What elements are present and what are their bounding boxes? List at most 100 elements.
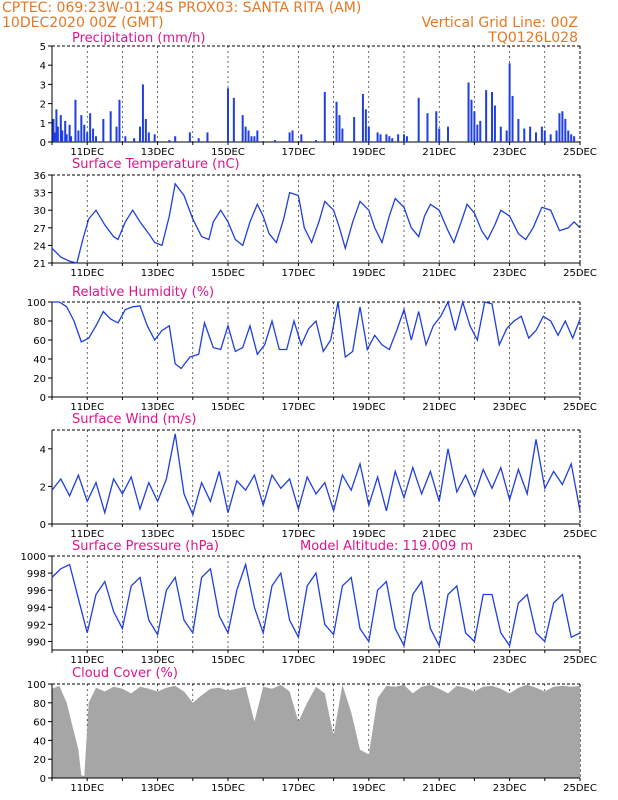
precipitation-bar xyxy=(479,120,482,142)
humidity-x-tick-label: 11DEC xyxy=(70,402,104,413)
pressure-y-tick-label: 994 xyxy=(27,603,46,614)
humidity-x-tick-label: 25DEC xyxy=(563,402,597,413)
precipitation-bar xyxy=(353,117,356,142)
wind-y-tick-label: 2 xyxy=(40,482,46,493)
temperature-title: Surface Temperature (nC) xyxy=(72,157,240,172)
humidity-y-tick-label: 40 xyxy=(33,355,46,366)
wind-title: Surface Wind (m/s) xyxy=(72,412,196,427)
precipitation-bar xyxy=(92,128,95,142)
precipitation-x-tick-label: 19DEC xyxy=(352,147,386,158)
precipitation-bar xyxy=(499,126,502,142)
precipitation-y-tick-label: 5 xyxy=(40,42,46,53)
header-run-date: 10DEC2020 00Z (GMT) xyxy=(2,15,164,31)
temperature-y-tick-label: 30 xyxy=(33,206,46,217)
precipitation-bar xyxy=(61,130,64,142)
precipitation-y-tick-label: 2 xyxy=(40,100,46,111)
model-altitude-label: Model Altitude: 119.009 m xyxy=(300,539,473,554)
precipitation-bar xyxy=(476,124,479,142)
precipitation-bar xyxy=(385,134,388,142)
precipitation-bar xyxy=(102,118,105,142)
precipitation-bar xyxy=(364,109,367,142)
precipitation-bar xyxy=(250,136,253,142)
precipitation-bar xyxy=(109,111,112,142)
cloud-cover-x-tick-label: 25DEC xyxy=(563,783,597,794)
precipitation-bar xyxy=(467,82,470,142)
precipitation-bar xyxy=(65,134,68,142)
precipitation-bar xyxy=(291,130,294,142)
precipitation-bar xyxy=(561,111,564,142)
precipitation-bar xyxy=(549,134,552,142)
precipitation-bar xyxy=(315,140,317,142)
cloud-cover-x-tick-label: 15DEC xyxy=(211,783,245,794)
temperature-x-tick-label: 11DEC xyxy=(70,268,104,279)
cloud-cover-title: Cloud Cover (%) xyxy=(72,666,178,681)
precipitation-bar xyxy=(89,113,92,142)
precipitation-bar xyxy=(435,111,438,142)
pressure-x-tick-label: 17DEC xyxy=(282,655,316,666)
humidity-y-tick-label: 0 xyxy=(40,393,46,404)
precipitation-x-tick-label: 21DEC xyxy=(422,147,456,158)
precipitation-bar xyxy=(567,130,570,142)
precipitation-bar xyxy=(447,126,449,142)
wind-x-tick-label: 23DEC xyxy=(493,529,527,540)
precipitation-bar xyxy=(64,120,67,142)
temperature-y-tick-label: 33 xyxy=(33,189,46,200)
precipitation-bar xyxy=(335,101,338,142)
cloud-cover-x-tick-label: 19DEC xyxy=(352,783,386,794)
humidity-x-tick-label: 19DEC xyxy=(352,402,386,413)
precipitation-bar xyxy=(52,118,55,142)
precipitation-bar xyxy=(426,113,429,142)
temperature-y-tick-label: 27 xyxy=(33,224,46,235)
precipitation-bar xyxy=(133,138,136,142)
precipitation-bar xyxy=(80,115,83,142)
precipitation-bar xyxy=(570,134,573,142)
precipitation-bar xyxy=(485,90,488,142)
precipitation-y-tick-label: 4 xyxy=(40,61,46,72)
precipitation-bar xyxy=(397,134,400,142)
precipitation-bar xyxy=(376,132,379,142)
wind-x-tick-label: 11DEC xyxy=(70,529,104,540)
cloud-cover-x-tick-label: 17DEC xyxy=(282,783,316,794)
temperature-x-tick-label: 25DEC xyxy=(563,268,597,279)
precipitation-bar xyxy=(341,128,344,142)
precipitation-bar xyxy=(470,99,473,142)
precipitation-bar xyxy=(491,92,493,142)
precipitation-bar xyxy=(95,136,97,142)
pressure-title: Surface Pressure (hPa) xyxy=(72,539,219,554)
precipitation-bar xyxy=(405,136,408,142)
precipitation-bar xyxy=(141,84,144,142)
pressure-y-tick-label: 1000 xyxy=(21,552,46,563)
humidity-y-tick-label: 20 xyxy=(33,374,46,385)
temperature-y-tick-label: 36 xyxy=(33,171,46,182)
precipitation-bar xyxy=(273,140,276,142)
precipitation-bar xyxy=(70,136,73,142)
cloud-cover-x-tick-label: 11DEC xyxy=(70,783,104,794)
precipitation-x-tick-label: 15DEC xyxy=(211,147,245,158)
pressure-x-tick-label: 11DEC xyxy=(70,655,104,666)
precipitation-x-tick-label: 23DEC xyxy=(493,147,527,158)
humidity-x-tick-label: 23DEC xyxy=(493,402,527,413)
humidity-y-tick-label: 80 xyxy=(33,317,46,328)
pressure-x-tick-label: 15DEC xyxy=(211,655,245,666)
precipitation-bar xyxy=(227,88,229,142)
precipitation-bar xyxy=(241,115,244,142)
pressure-x-tick-label: 23DEC xyxy=(493,655,527,666)
precipitation-bar xyxy=(115,126,118,142)
cloud-cover-area xyxy=(52,684,580,778)
cloud-cover-y-tick-label: 80 xyxy=(33,699,46,710)
precipitation-bar xyxy=(147,132,150,142)
precipitation-bar xyxy=(323,92,326,142)
precipitation-bar xyxy=(300,134,303,142)
humidity-panel: Relative Humidity (%) 11DEC 13DEC 15DEC 17D… xyxy=(27,285,597,413)
humidity-x-tick-label: 17DEC xyxy=(282,402,316,413)
temperature-x-tick-label: 15DEC xyxy=(211,268,245,279)
pressure-x-tick-label: 25DEC xyxy=(563,655,597,666)
precipitation-bar xyxy=(508,63,511,142)
humidity-y-tick-label: 100 xyxy=(27,298,46,309)
temperature-y-tick-label: 24 xyxy=(33,241,46,252)
cloud-cover-y-tick-label: 40 xyxy=(33,736,46,747)
precipitation-bar xyxy=(188,132,191,142)
precipitation-bar xyxy=(367,126,370,142)
precipitation-bar xyxy=(361,94,364,142)
precipitation-bar xyxy=(86,132,89,142)
